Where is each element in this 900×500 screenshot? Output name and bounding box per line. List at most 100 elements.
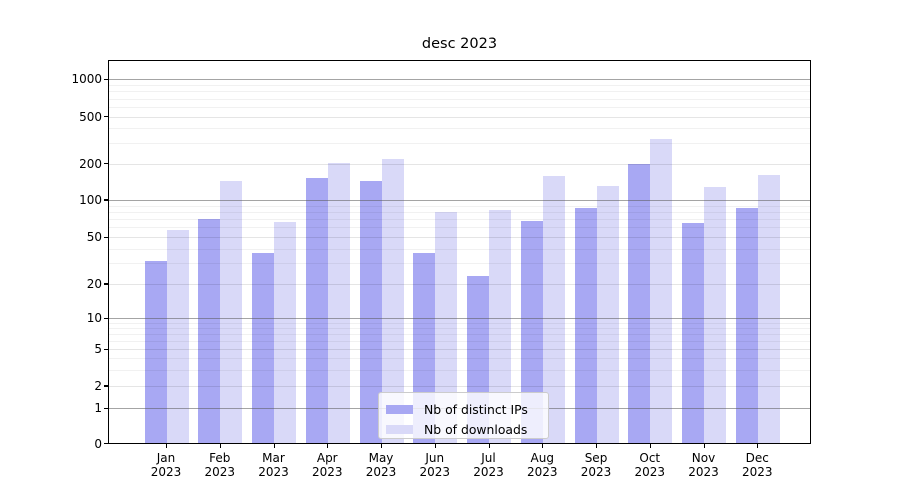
gridline	[109, 98, 810, 100]
gridline	[109, 200, 810, 201]
legend: Nb of distinct IPs Nb of downloads	[378, 392, 549, 439]
gridline	[109, 328, 810, 330]
gridline	[109, 237, 810, 239]
y-tick-mark	[104, 162, 108, 165]
x-tick-label: Dec 2023	[741, 451, 773, 479]
gridline	[109, 91, 810, 93]
legend-label: Nb of downloads	[424, 422, 528, 437]
bar-distinct-ips	[359, 180, 382, 443]
bar-distinct-ips	[735, 207, 758, 443]
y-tick-label: 500	[79, 109, 102, 124]
gridline	[109, 318, 810, 320]
x-tick-mark	[273, 444, 275, 448]
gridline	[109, 106, 810, 108]
x-tick-label: Mar 2023	[258, 451, 289, 479]
x-tick-label: Nov 2023	[688, 451, 719, 479]
x-tick-mark	[488, 444, 490, 448]
y-tick-label: 10	[86, 311, 102, 326]
bar-distinct-ips	[574, 208, 597, 443]
gridline	[109, 284, 810, 285]
legend-swatch-downloads	[386, 425, 413, 434]
gridline	[109, 142, 810, 144]
y-tick-mark	[104, 78, 108, 80]
y-tick-mark	[104, 348, 108, 350]
gridline	[109, 248, 810, 250]
gridline	[109, 79, 810, 81]
y-tick-label: 0	[94, 436, 102, 451]
gridline	[109, 349, 810, 351]
x-tick-label: Jul 2023	[473, 451, 504, 479]
plot-area	[108, 60, 811, 444]
x-tick-mark	[166, 444, 168, 448]
y-tick-mark	[104, 236, 108, 238]
gridline	[109, 219, 810, 221]
bar-distinct-ips	[682, 223, 704, 443]
y-tick-mark	[104, 116, 108, 118]
y-tick-label: 20	[86, 277, 102, 291]
bar-downloads	[704, 186, 726, 443]
bar-downloads	[596, 186, 619, 443]
gridline	[109, 386, 810, 387]
y-tick-mark	[104, 407, 108, 409]
gridline	[109, 341, 810, 343]
gridline	[109, 116, 810, 118]
x-tick-label: Feb 2023	[204, 451, 236, 479]
gridline	[109, 369, 810, 371]
bar-distinct-ips	[198, 218, 221, 443]
gridline	[109, 128, 810, 130]
y-tick-mark	[104, 283, 108, 285]
y-tick-label: 5	[94, 342, 102, 357]
x-tick-mark	[757, 444, 759, 448]
y-tick-mark	[104, 442, 108, 445]
y-tick-mark	[104, 317, 108, 319]
bar-downloads	[542, 175, 565, 443]
gridline	[109, 205, 810, 207]
legend-swatch-distinct-ips	[386, 405, 413, 414]
bar-downloads	[381, 159, 404, 443]
y-tick-label: 50	[86, 230, 102, 245]
bar-distinct-ips	[305, 178, 328, 443]
x-tick-label: Apr 2023	[311, 451, 343, 479]
x-tick-label: Jan 2023	[150, 451, 182, 479]
y-tick-mark	[104, 385, 108, 387]
x-tick-mark	[219, 444, 221, 448]
bar-downloads	[650, 138, 673, 443]
x-tick-mark	[596, 444, 598, 448]
legend-entry-downloads: Nb of downloads	[379, 420, 548, 440]
legend-label: Nb of distinct IPs	[424, 402, 528, 417]
bar-distinct-ips	[144, 260, 167, 443]
gridline	[109, 163, 810, 165]
x-tick-label: Aug 2023	[526, 451, 558, 479]
chart-title: desc 2023	[421, 36, 498, 52]
gridline	[109, 212, 810, 213]
bar-downloads	[757, 174, 780, 443]
bar-downloads	[489, 210, 511, 443]
x-tick-label: Sep 2023	[580, 451, 612, 479]
gridline	[109, 84, 810, 86]
bar-distinct-ips	[628, 163, 651, 443]
x-tick-mark	[381, 444, 383, 448]
bar-distinct-ips	[520, 221, 543, 443]
x-tick-mark	[542, 444, 544, 448]
bar-downloads	[274, 222, 296, 443]
x-tick-label: May 2023	[365, 451, 397, 479]
gridline	[109, 227, 810, 229]
x-tick-mark	[327, 444, 329, 448]
gridline	[109, 358, 810, 360]
bar-downloads	[220, 181, 243, 443]
y-tick-label: 2	[94, 379, 102, 393]
x-tick-label: Oct 2023	[634, 451, 666, 479]
y-tick-label: 100	[79, 193, 102, 207]
gridline	[109, 323, 810, 324]
y-tick-label: 200	[79, 156, 102, 171]
gridline	[109, 263, 810, 265]
bar-distinct-ips	[252, 253, 274, 443]
bar-downloads	[435, 212, 458, 443]
x-tick-mark	[434, 444, 436, 448]
gridline	[109, 334, 810, 336]
bar-downloads	[327, 162, 350, 443]
y-tick-label: 1000	[71, 72, 102, 87]
x-tick-label: Jun 2023	[419, 451, 451, 479]
bar-downloads	[166, 230, 189, 443]
